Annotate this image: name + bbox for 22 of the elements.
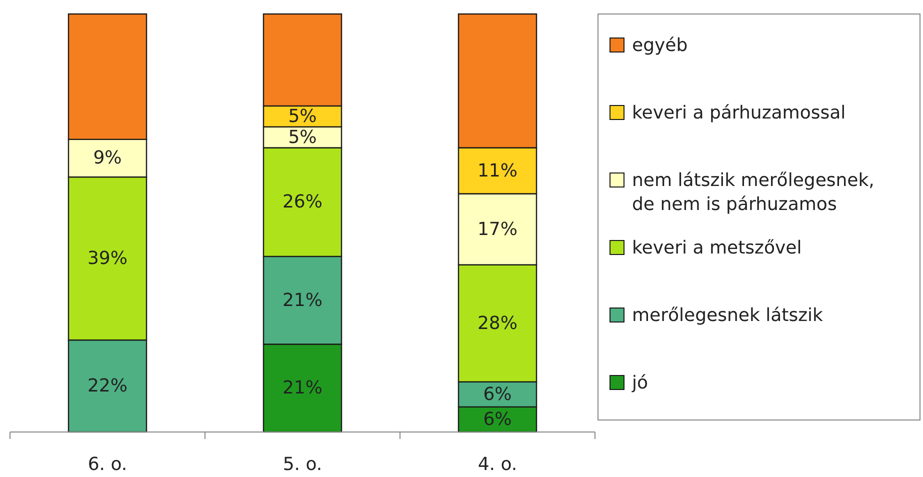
data-label: 22% xyxy=(87,376,128,397)
x-tick-label: 6. o. xyxy=(88,454,128,475)
legend-label: merőlegesnek látszik xyxy=(632,304,824,326)
data-label: 39% xyxy=(87,248,128,270)
x-tick-label: 4. o. xyxy=(478,454,518,475)
data-label: 21% xyxy=(282,378,323,399)
data-label: 9% xyxy=(93,148,122,169)
legend-label: keveri a párhuzamossal xyxy=(632,102,846,123)
data-label: 11% xyxy=(477,160,518,182)
data-label: 21% xyxy=(282,290,323,311)
data-label: 28% xyxy=(477,312,518,334)
data-label: 6% xyxy=(483,408,512,430)
legend-label: keveri a metszővel xyxy=(632,237,802,258)
legend-label: nem látszik merőlegesnek, de nem is párhuzamos xyxy=(632,170,874,214)
data-label: 17% xyxy=(477,218,518,240)
x-tick-label: 5. o. xyxy=(282,454,322,475)
data-label: 5% xyxy=(288,126,317,148)
legend-label: egyéb xyxy=(632,34,688,56)
legend-label: jó xyxy=(631,372,648,393)
data-label: 6% xyxy=(483,384,512,405)
data-label: 26% xyxy=(282,192,323,213)
data-label: 5% xyxy=(288,106,317,127)
